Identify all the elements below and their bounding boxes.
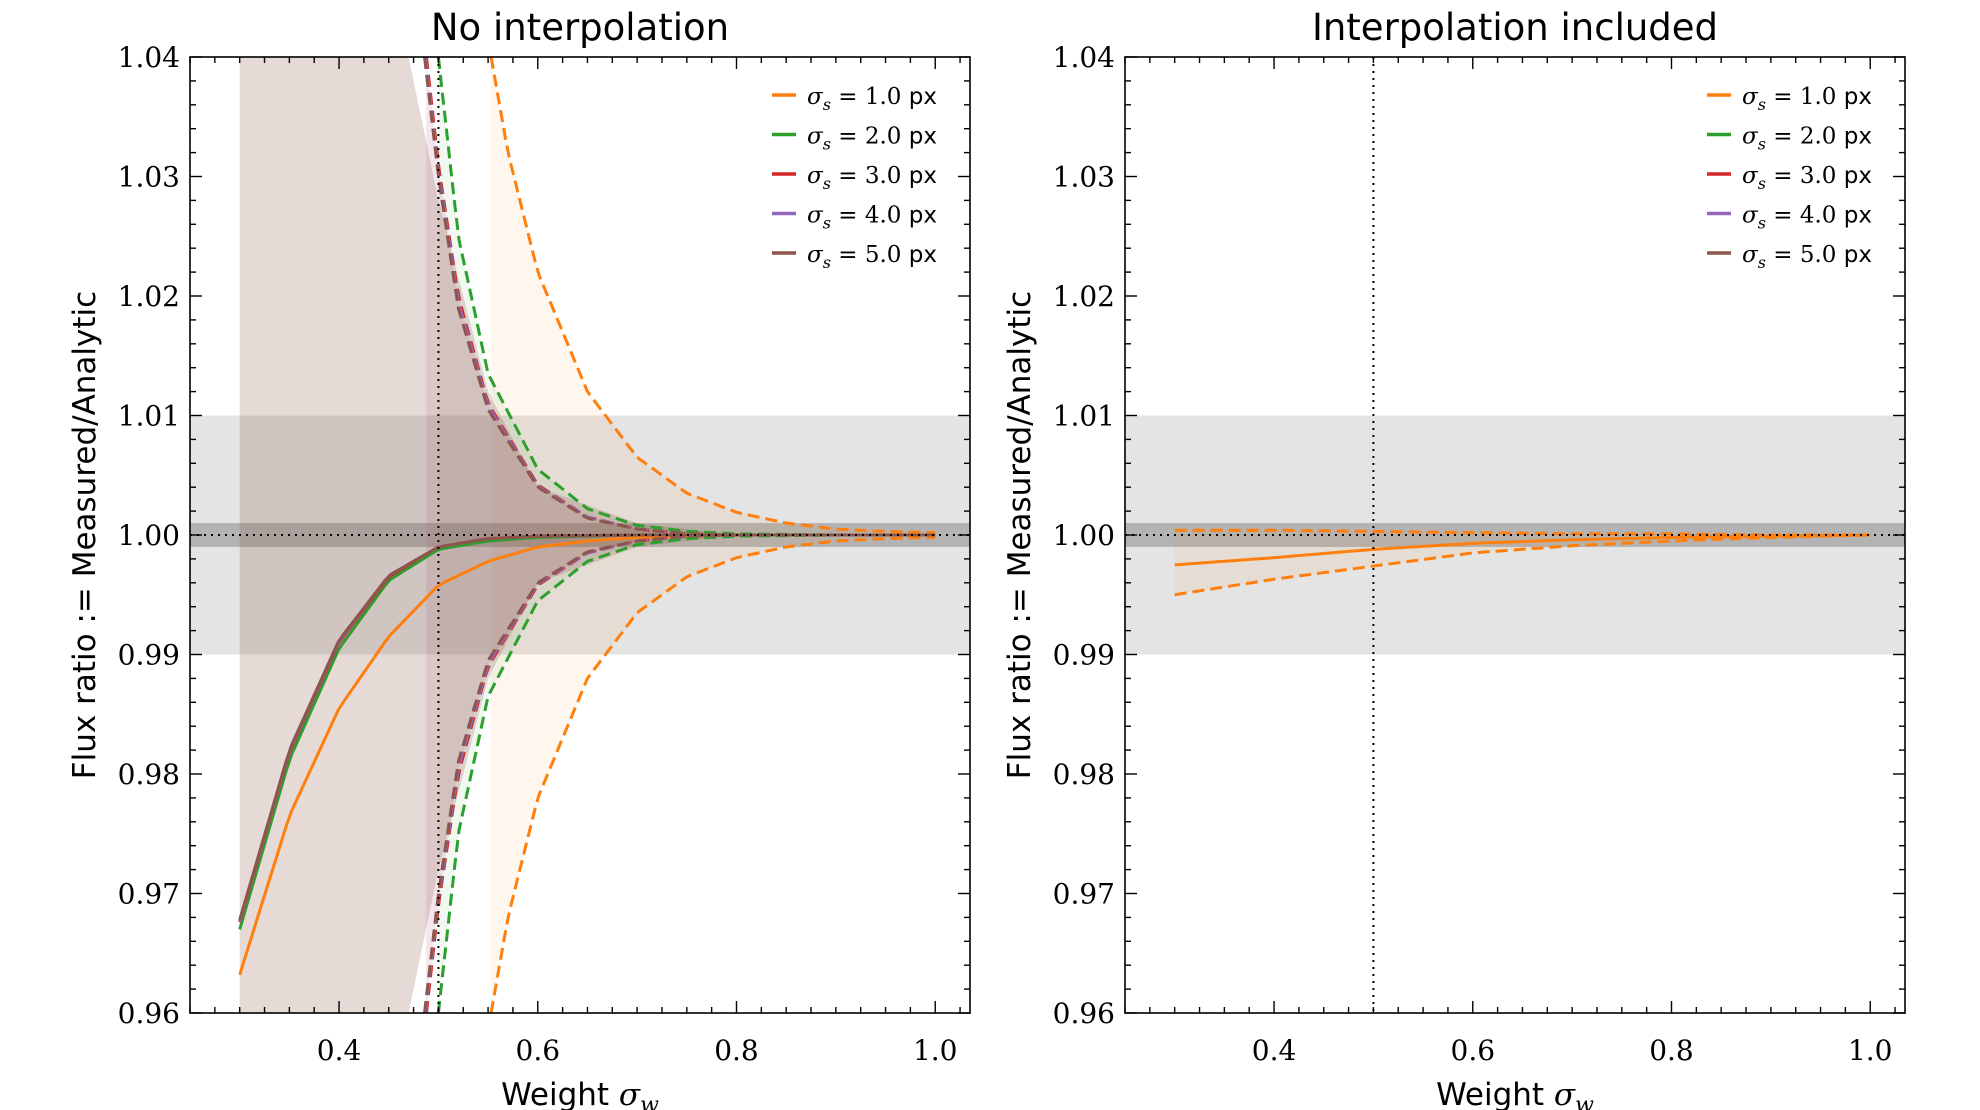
legend-label-5: σs = 5.0 px: [1742, 242, 1872, 272]
spread-band-1: [1174, 530, 1871, 595]
y-tick-label: 1.04: [118, 41, 180, 74]
legend-label-4: σs = 4.0 px: [807, 203, 937, 233]
panel-2: 0.96 0.97 0.98 0.99 1.00 1.01 1.02 1.03 1.04 0.4 0…: [1002, 6, 1906, 1110]
y-tick-label: 0.96: [1053, 997, 1115, 1030]
y-tick-label: 1.04: [1053, 41, 1115, 74]
legend-label-2: σs = 2.0 px: [807, 124, 937, 154]
panel-1: 0.96 0.97 0.98 0.99 1.00 1.01 1.02 1.03 1.04 0.4 0…: [67, 6, 971, 1110]
legend-label-3: σs = 3.0 px: [807, 163, 937, 193]
legend: σs = 1.0 px σs = 2.0 px σs = 3.0 px σs = 4.…: [772, 84, 937, 272]
legend-label-1: σs = 1.0 px: [1742, 84, 1872, 114]
x-tick-label: 0.4: [1252, 1034, 1297, 1067]
x-axis-label: Weight σw: [1436, 1077, 1594, 1110]
legend-label-1: σs = 1.0 px: [807, 84, 937, 114]
x-axis-label: Weight σw: [501, 1077, 659, 1110]
y-tick-label: 0.99: [118, 639, 180, 672]
y-tick-label: 0.96: [118, 997, 180, 1030]
series-1-lower-line: [1174, 533, 1871, 597]
y-tick-label: 1.02: [118, 280, 180, 313]
y-tick-label: 0.97: [1053, 878, 1115, 911]
series-1-mean-line: [1174, 533, 1871, 567]
y-tick-label: 0.97: [118, 878, 180, 911]
x-tick-label: 0.8: [1649, 1034, 1694, 1067]
y-axis-label: Flux ratio := Measured/Analytic: [1002, 291, 1038, 779]
y-tick-label: 1.03: [118, 161, 180, 194]
y-tick-label: 1.01: [118, 400, 180, 433]
legend-label-2: σs = 2.0 px: [1742, 124, 1872, 154]
y-tick-label: 0.99: [1053, 639, 1115, 672]
series-1-upper-line: [1174, 528, 1871, 537]
plot-area: [1125, 57, 1905, 1013]
y-tick-label: 1.03: [1053, 161, 1115, 194]
y-tick-label: 1.02: [1053, 280, 1115, 313]
series-1-upper-line: [489, 57, 936, 535]
y-tick-label: 0.98: [118, 758, 180, 791]
y-axis-label: Flux ratio := Measured/Analytic: [67, 291, 103, 779]
x-tick-label: 1.0: [1848, 1034, 1893, 1067]
tolerance-band-0.1pct: [1125, 523, 1905, 547]
plot-area: [190, 57, 970, 1013]
chart-title: No interpolation: [431, 6, 729, 49]
chart-title: Interpolation included: [1312, 6, 1718, 49]
x-tick-label: 0.6: [1451, 1034, 1496, 1067]
x-tick-label: 0.6: [516, 1034, 561, 1067]
legend: σs = 1.0 px σs = 2.0 px σs = 3.0 px σs = 4.…: [1707, 84, 1872, 272]
legend-label-5: σs = 5.0 px: [807, 242, 937, 272]
x-tick-label: 0.4: [317, 1034, 362, 1067]
legend-label-3: σs = 3.0 px: [1742, 163, 1872, 193]
y-tick-label: 0.98: [1053, 758, 1115, 791]
series-1-lower-line: [489, 535, 936, 1013]
legend-label-4: σs = 4.0 px: [1742, 203, 1872, 233]
x-tick-label: 1.0: [913, 1034, 958, 1067]
y-tick-label: 1.00: [1053, 519, 1115, 552]
series-5-upper-line: [423, 57, 936, 537]
y-tick-label: 1.01: [1053, 400, 1115, 433]
series-5-lower-line: [423, 533, 936, 1013]
y-tick-label: 1.00: [118, 519, 180, 552]
x-tick-label: 0.8: [714, 1034, 759, 1067]
